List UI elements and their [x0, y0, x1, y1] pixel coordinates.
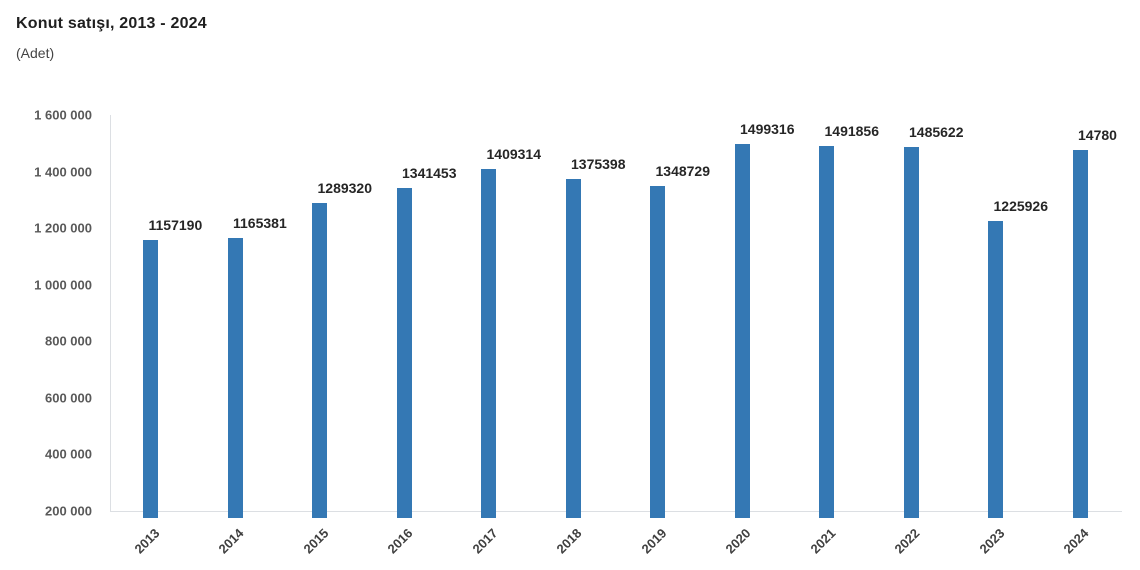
bar-value-label-2013: 1157190 [148, 217, 203, 234]
x-axis-tick-label-2021: 2021 [806, 525, 839, 557]
y-axis-tick-label: 600 000 [45, 390, 92, 406]
x-axis-tick-label-2019: 2019 [637, 525, 670, 557]
x-axis-tick-label-2015: 2015 [299, 525, 332, 557]
bar-value-label-2017: 1409314 [486, 145, 542, 162]
y-axis-tick-label: 400 000 [45, 446, 92, 462]
x-axis-tick-label-2018: 2018 [553, 525, 585, 557]
chart-title: Konut satışı, 2013 - 2024 [16, 15, 207, 32]
y-axis-tick-label: 1 200 000 [34, 220, 92, 236]
bar-value-label-2014: 1165381 [233, 214, 287, 231]
bar-value-label-2023: 1225926 [993, 197, 1049, 214]
bar-value-label-2019: 1348729 [655, 163, 711, 180]
y-axis-tick-label: 1 600 000 [34, 107, 92, 123]
x-axis-tick-label-2024: 2024 [1060, 525, 1092, 557]
bar-2015 [312, 202, 327, 518]
bar-value-label-2016: 1341453 [402, 165, 457, 182]
y-axis-tick-label: 1 400 000 [34, 164, 92, 180]
x-axis-tick-label-2022: 2022 [891, 525, 923, 557]
x-axis-tick-label-2013: 2013 [130, 525, 163, 557]
bar-value-label-2022: 1485622 [909, 124, 964, 141]
y-axis-line [110, 115, 111, 511]
bar-2020 [734, 143, 750, 518]
x-axis-tick-label-2017: 2017 [468, 525, 501, 557]
bar-2019 [650, 186, 665, 518]
bar-value-label-2015: 1289320 [317, 179, 373, 196]
bar-2024 [1072, 149, 1088, 518]
x-axis-tick-label-2014: 2014 [215, 525, 247, 557]
bar-2016 [396, 188, 412, 518]
y-axis-tick-label: 800 000 [45, 333, 92, 349]
bar-value-label-2020: 1499316 [740, 120, 795, 137]
bar-value-label-2021: 1491856 [824, 122, 880, 139]
bar-value-label-2018: 1375398 [571, 155, 626, 172]
bar-2022 [903, 147, 919, 518]
bar-2021 [819, 145, 834, 518]
bar-2017 [481, 168, 496, 518]
bar-2014 [227, 237, 243, 518]
x-axis-line [110, 511, 1122, 512]
y-axis-tick-label: 1 000 000 [34, 277, 92, 293]
x-axis-tick-label-2023: 2023 [975, 525, 1008, 557]
x-axis-tick-label-2016: 2016 [384, 525, 416, 557]
x-axis-tick-label-2020: 2020 [722, 525, 754, 557]
bar-2013 [143, 240, 158, 518]
bar-2018 [565, 178, 581, 518]
chart-unit-label: (Adet) [16, 45, 55, 61]
bar-2023 [988, 220, 1003, 518]
bar-value-label-2024: 14780 [1078, 126, 1117, 143]
y-axis-tick-label: 200 000 [45, 503, 92, 519]
